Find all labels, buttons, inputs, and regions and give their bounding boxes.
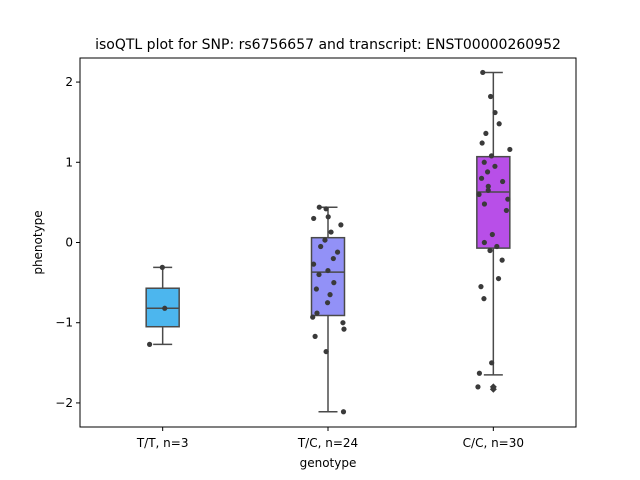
data-point: [481, 159, 487, 165]
x-axis-label: genotype: [300, 456, 357, 470]
data-point: [496, 121, 502, 127]
data-point: [475, 384, 481, 390]
plot-area: [145, 69, 513, 415]
data-point: [341, 326, 347, 332]
y-tick-label: 2: [65, 75, 73, 89]
data-point: [340, 320, 346, 326]
data-point: [492, 163, 498, 169]
data-point: [146, 341, 153, 347]
data-point: [330, 255, 336, 262]
data-point: [481, 239, 487, 246]
box-group-1: [145, 264, 180, 347]
data-point: [487, 247, 493, 254]
data-point: [505, 196, 511, 202]
axes: T/T, n=3 T/C, n=24 C/C, n=30 −2 −1 0 1 2: [55, 75, 524, 450]
data-point: [316, 271, 322, 278]
x-tick-label: T/T, n=3: [136, 436, 189, 450]
data-point: [338, 222, 344, 228]
data-point: [325, 214, 331, 220]
data-point: [311, 261, 317, 267]
data-point: [322, 237, 328, 243]
data-point: [503, 207, 509, 214]
data-point: [489, 360, 495, 366]
data-point: [318, 243, 324, 250]
data-point: [479, 140, 485, 146]
data-point: [494, 243, 500, 250]
data-point: [159, 264, 165, 270]
y-tick-label: 0: [65, 236, 73, 250]
data-point: [500, 178, 506, 185]
data-point: [488, 153, 495, 159]
data-point: [312, 333, 318, 339]
data-point: [325, 267, 331, 274]
y-axis-label: phenotype: [31, 210, 45, 274]
outlier-point: [489, 385, 497, 393]
data-point: [478, 175, 485, 181]
data-point: [495, 275, 502, 282]
data-point: [480, 69, 486, 76]
data-point: [340, 409, 347, 415]
data-point: [311, 215, 317, 222]
data-point: [323, 206, 329, 212]
data-point: [485, 187, 491, 193]
x-tick-label: T/C, n=24: [297, 436, 358, 450]
data-point: [476, 370, 482, 376]
data-point: [483, 130, 489, 137]
x-tick-label: C/C, n=30: [463, 436, 524, 450]
data-point: [328, 229, 334, 235]
box-group-3: [475, 69, 513, 393]
y-tick-label: 1: [65, 155, 73, 169]
data-point: [162, 305, 168, 311]
data-point: [316, 204, 322, 210]
data-point: [485, 183, 491, 189]
data-point: [489, 231, 495, 238]
data-point: [499, 257, 505, 263]
data-point: [481, 296, 487, 302]
data-point: [476, 191, 482, 197]
data-point: [478, 284, 484, 290]
box-group-2: [310, 204, 347, 415]
data-point: [487, 93, 494, 100]
data-point: [484, 169, 491, 175]
data-point: [334, 249, 341, 255]
data-point: [327, 292, 333, 298]
data-point: [313, 286, 319, 292]
data-point: [323, 348, 329, 355]
data-point: [507, 146, 513, 153]
data-point: [492, 109, 498, 116]
data-point: [324, 300, 331, 306]
data-point: [310, 314, 316, 320]
data-point: [314, 310, 320, 316]
data-point: [481, 201, 488, 207]
y-tick-label: −2: [55, 396, 73, 410]
data-point: [331, 280, 337, 286]
y-tick-label: −1: [55, 316, 73, 330]
chart-title: isoQTL plot for SNP: rs6756657 and trans…: [95, 37, 561, 53]
